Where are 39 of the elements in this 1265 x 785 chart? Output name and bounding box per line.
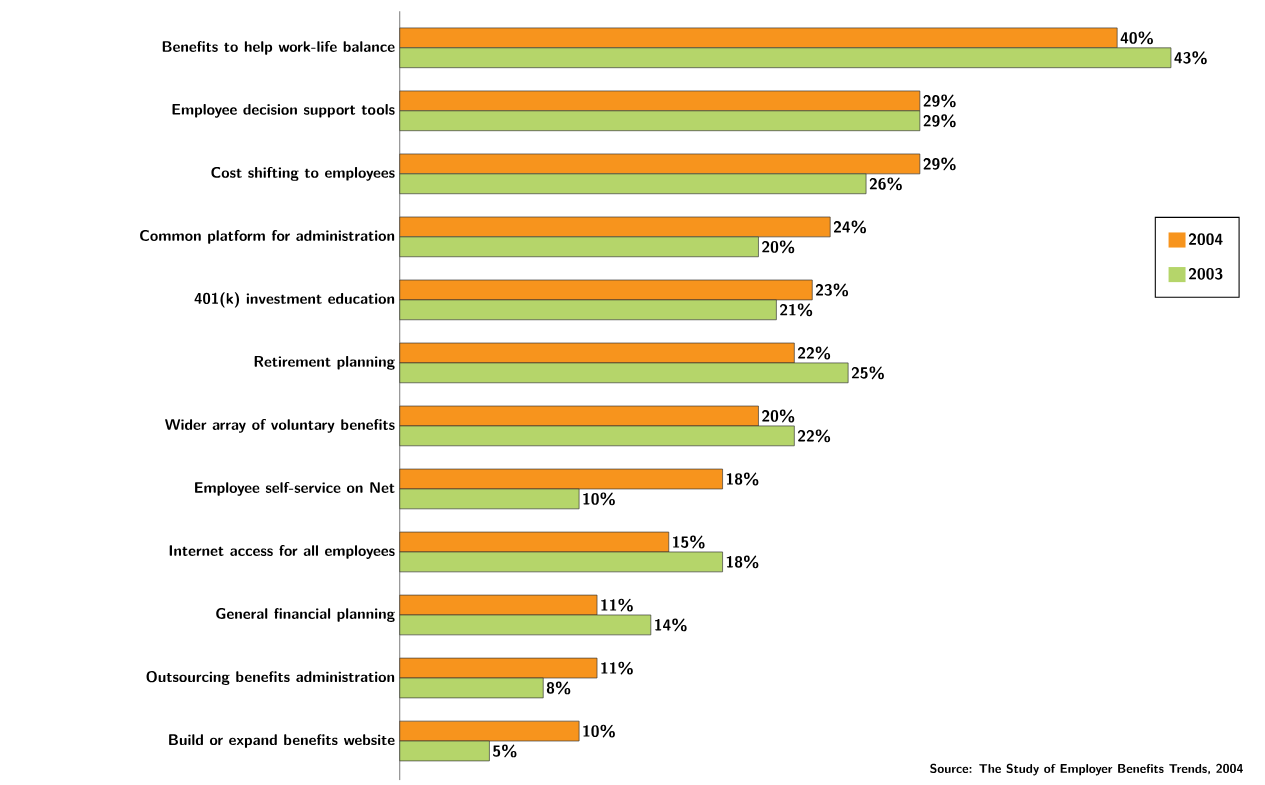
data-label: 20%	[762, 240, 795, 254]
y-tick-label: Employee decision support tools	[172, 103, 395, 118]
data-label: 25%	[851, 366, 884, 380]
y-tick-label: 401(k) investment education	[194, 292, 395, 308]
data-label: 29%	[923, 157, 956, 171]
data-label: 26%	[869, 177, 902, 191]
data-label: 43%	[1174, 51, 1207, 64]
data-label: 10%	[583, 492, 615, 506]
annotation: Source: The Study of Employer Benefits Trends, 2004	[930, 763, 1244, 776]
legend-label: 2004	[1188, 233, 1223, 245]
data-label: 40%	[1120, 31, 1153, 45]
data-label: 8%	[546, 681, 571, 695]
data-label: 21%	[780, 303, 813, 317]
data-label: 10%	[583, 724, 615, 738]
data-label: 22%	[797, 429, 831, 443]
data-label: 20%	[762, 409, 795, 423]
y-tick-label: General financial planning	[216, 607, 395, 622]
data-label: 11%	[601, 598, 633, 612]
y-tick-label: Common platform for administration	[140, 229, 395, 244]
data-label: 14%	[654, 618, 687, 632]
data-label: 5%	[492, 744, 517, 758]
y-tick-label: Cost shifting to employees	[211, 166, 395, 181]
y-tick-label: Build or expand benefits website	[169, 733, 395, 748]
y-tick-label: Employee self-service on Net	[195, 481, 395, 496]
data-label: 22%	[797, 346, 831, 360]
data-label: 11%	[601, 661, 633, 675]
y-tick-label: Retirement planning	[254, 355, 395, 370]
y-tick-label: Internet access for all employees	[169, 544, 395, 559]
data-label: 18%	[726, 555, 759, 569]
y-tick-label: Wider array of voluntary benefits	[165, 418, 395, 433]
data-label: 15%	[672, 535, 705, 549]
data-label: 18%	[726, 472, 759, 486]
legend-label: 2003	[1188, 267, 1223, 280]
data-label: 29%	[923, 94, 956, 108]
data-label: 23%	[815, 283, 849, 297]
data-label: 29%	[923, 114, 956, 127]
y-tick-label: Benefits to help work-life balance	[162, 40, 395, 55]
data-label: 24%	[833, 220, 866, 234]
y-tick-label: Outsourcing benefits administration	[146, 670, 395, 685]
